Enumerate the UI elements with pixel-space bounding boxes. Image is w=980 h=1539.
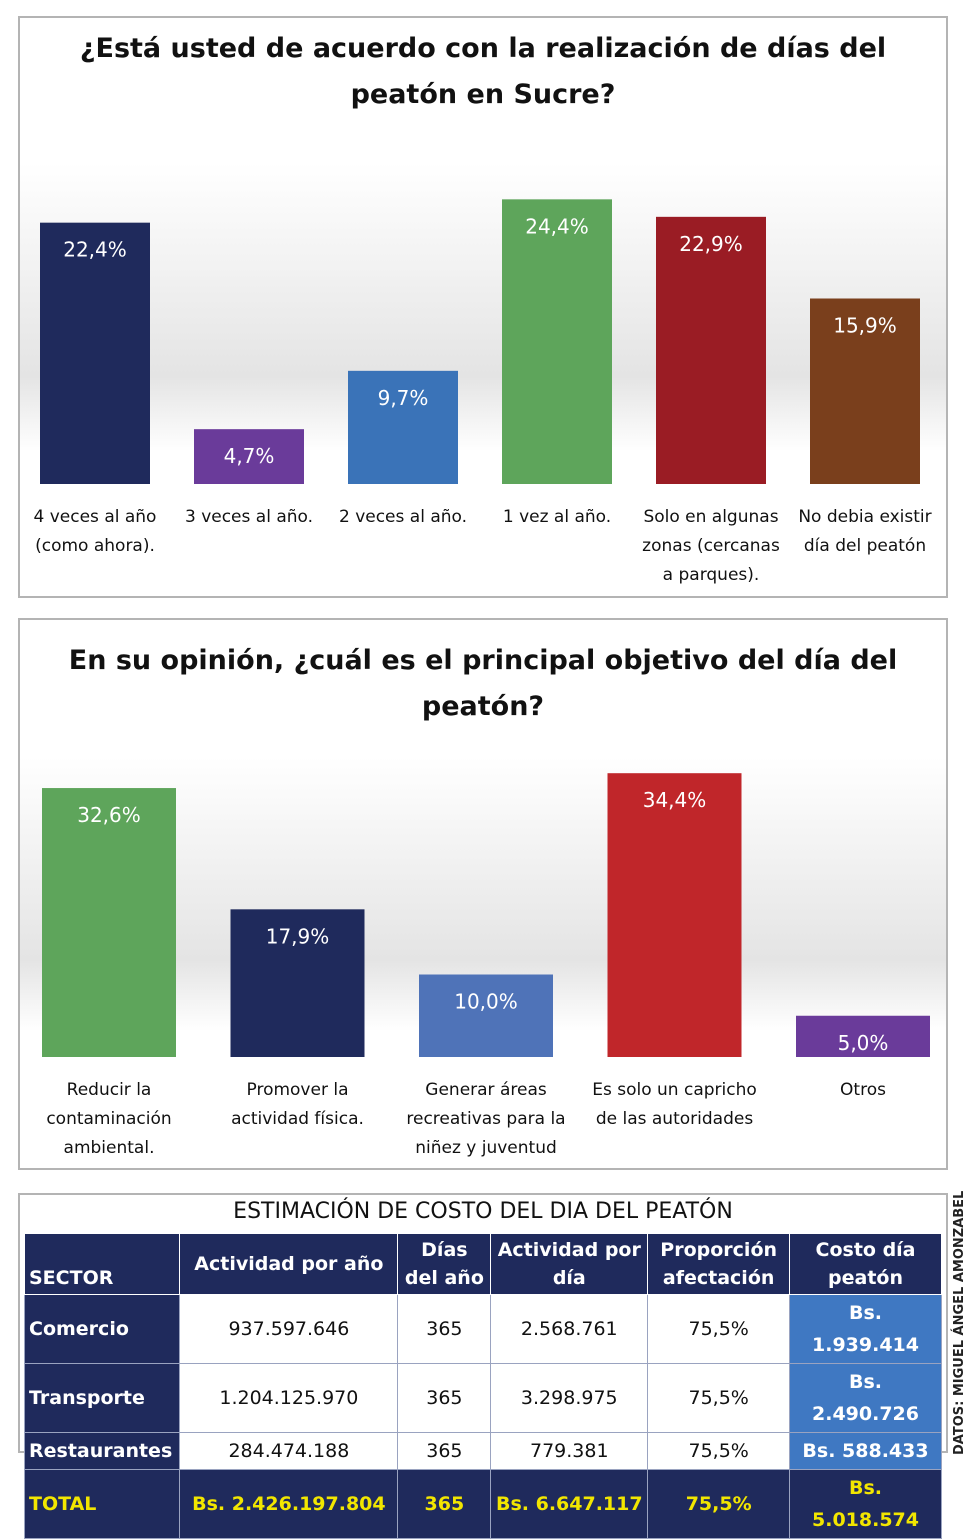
cell-proporcion: 75,5%: [647, 1294, 791, 1364]
data-credit: DATOS: MIGUEL ÁNGEL AMONZABEL: [952, 1190, 967, 1455]
bar-chart-1: 22,4% 4 veces al año (como ahora). 4,7% 3 ve…: [34, 199, 932, 585]
cell-dias: 365: [397, 1363, 492, 1433]
chart-title-1-line-1: ¿Está usted de acuerdo con la realizació…: [79, 33, 887, 64]
table-row: Restaurantes 284.474.188 365 779.381 75,…: [23, 1432, 942, 1470]
chart1-category-label-0: (como ahora).: [35, 536, 155, 556]
cell-costo: Bs. 2.490.726: [789, 1363, 942, 1433]
chart1-bar-3: [502, 199, 612, 485]
chart2-category-label-0: ambiental.: [64, 1138, 155, 1158]
bar-chart-2: 32,6% Reducir la contaminación ambiental. 17…: [42, 773, 930, 1158]
chart-title-1: ¿Está usted de acuerdo con la realizació…: [20, 26, 946, 118]
chart2-category-label-3: Es solo un capricho: [592, 1080, 757, 1100]
chart1-value-label-5: 15,9%: [833, 314, 897, 338]
chart2-value-label-3: 34,4%: [643, 788, 707, 812]
chart1-value-label-2: 9,7%: [378, 386, 429, 410]
chart2-category-label-0: contaminación: [46, 1109, 171, 1129]
total-actividad-dia: Bs. 6.647.117: [490, 1469, 649, 1539]
header-costo: Costo día peatón: [789, 1233, 942, 1295]
chart1-bar-1: [194, 429, 304, 484]
cell-actividad-ano: 1.204.125.970: [179, 1363, 399, 1433]
chart-title-1-line-2: peatón en Sucre?: [350, 79, 616, 110]
cell-sector: Restaurantes: [23, 1432, 181, 1470]
header-proporcion: Proporción afectación: [647, 1233, 791, 1295]
chart1-value-label-4: 22,9%: [679, 232, 743, 256]
chart-title-2: En su opinión, ¿cuál es el principal obj…: [20, 638, 946, 730]
cell-actividad-ano: 937.597.646: [179, 1294, 399, 1364]
chart-panel-1: ¿Está usted de acuerdo con la realizació…: [18, 16, 948, 598]
cell-actividad-dia: 3.298.975: [490, 1363, 649, 1433]
table-header-row: SECTOR Actividad por año Días del año Ac…: [23, 1233, 942, 1295]
cell-dias: 365: [397, 1432, 492, 1470]
chart2-bar-0: [42, 788, 176, 1057]
total-costo: Bs. 5.018.574: [789, 1469, 942, 1539]
cell-proporcion: 75,5%: [647, 1432, 791, 1470]
chart2-category-label-3: de las autoridades: [596, 1109, 753, 1129]
chart2-category-label-2: recreativas para la: [406, 1109, 565, 1129]
chart2-category-label-1: Promover la: [247, 1080, 349, 1100]
cost-table-panel: ESTIMACIÓN DE COSTO DEL DIA DEL PEATÓN S…: [18, 1193, 948, 1539]
table-row: Transporte 1.204.125.970 365 3.298.975 7…: [23, 1363, 942, 1433]
table-title: ESTIMACIÓN DE COSTO DEL DIA DEL PEATÓN: [233, 1199, 733, 1224]
chart1-category-label-5: No debia existir: [798, 507, 931, 527]
cost-table: SECTOR Actividad por año Días del año Ac…: [23, 1233, 942, 1539]
cell-dias: 365: [397, 1294, 492, 1364]
chart-title-2-line-1: En su opinión, ¿cuál es el principal obj…: [68, 645, 898, 676]
header-actividad-ano: Actividad por año: [179, 1233, 399, 1295]
chart2-bar-4: [796, 1015, 930, 1057]
cell-sector: Comercio: [23, 1294, 181, 1364]
cell-actividad-dia: 779.381: [490, 1432, 649, 1470]
chart1-category-label-0: 4 veces al año: [34, 507, 157, 527]
chart2-bar-3: [607, 773, 742, 1057]
chart2-value-label-0: 32,6%: [77, 803, 141, 827]
chart2-category-label-0: Reducir la: [67, 1080, 152, 1100]
chart1-category-label-3: 1 vez al año.: [503, 507, 611, 527]
header-dias: Días del año: [397, 1233, 492, 1295]
chart1-value-label-3: 24,4%: [525, 214, 589, 238]
cell-actividad-dia: 2.568.761: [490, 1294, 649, 1364]
chart2-value-label-1: 17,9%: [266, 924, 330, 948]
chart2-category-label-1: actividad física.: [231, 1109, 364, 1129]
total-label: TOTAL: [23, 1469, 181, 1539]
chart2-category-label-2: Generar áreas: [425, 1080, 547, 1100]
chart2-category-label-2: niñez y juventud: [415, 1138, 557, 1158]
chart2-value-label-4: 5,0%: [838, 1031, 889, 1055]
chart1-bar-5: [810, 298, 920, 484]
chart1-bar-4: [656, 216, 766, 485]
chart1-value-label-0: 22,4%: [63, 238, 127, 262]
chart1-category-label-2: 2 veces al año.: [339, 507, 467, 527]
table-row: Comercio 937.597.646 365 2.568.761 75,5%…: [23, 1294, 942, 1364]
chart2-bar-1: [230, 909, 365, 1057]
chart1-category-label-4: zonas (cercanas: [642, 536, 780, 556]
chart1-category-label-4: a parques).: [663, 565, 760, 585]
total-dias: 365: [397, 1469, 492, 1539]
chart2-value-label-2: 10,0%: [454, 990, 518, 1014]
chart1-bar-2: [348, 370, 458, 484]
table-total-row: TOTAL Bs. 2.426.197.804 365 Bs. 6.647.11…: [23, 1469, 942, 1539]
chart1-category-label-1: 3 veces al año.: [185, 507, 313, 527]
cell-costo: Bs. 1.939.414: [789, 1294, 942, 1364]
chart1-value-label-1: 4,7%: [224, 444, 275, 468]
chart2-category-label-4: Otros: [840, 1080, 886, 1100]
cell-sector: Transporte: [23, 1363, 181, 1433]
cell-proporcion: 75,5%: [647, 1363, 791, 1433]
chart1-category-label-5: día del peatón: [804, 536, 926, 556]
chart1-bar-0: [40, 222, 150, 484]
chart1-category-label-4: Solo en algunas: [643, 507, 778, 527]
header-actividad-dia: Actividad por día: [490, 1233, 649, 1295]
cell-costo: Bs. 588.433: [789, 1432, 942, 1470]
chart2-bar-2: [419, 974, 553, 1057]
header-sector: SECTOR: [23, 1233, 181, 1295]
cell-actividad-ano: 284.474.188: [179, 1432, 399, 1470]
chart-panel-2: En su opinión, ¿cuál es el principal obj…: [18, 618, 948, 1170]
total-proporcion: 75,5%: [647, 1469, 791, 1539]
total-actividad-ano: Bs. 2.426.197.804: [179, 1469, 399, 1539]
chart-title-2-line-2: peatón?: [421, 691, 545, 722]
